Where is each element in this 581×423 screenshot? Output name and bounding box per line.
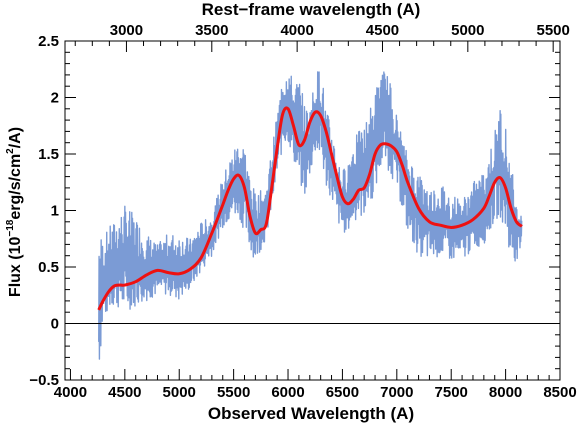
y-axis-label-exponent: −18 bbox=[5, 219, 16, 236]
y-axis-label: Flux (10−18erg/s/cm2/A) bbox=[5, 127, 24, 297]
labels-layer: 4000 4500 5000 5500 6000 6500 7000 7500 8000 8500… bbox=[29, 22, 576, 401]
top-tick-label: 3500 bbox=[195, 22, 228, 39]
x-tick-label: 6500 bbox=[326, 384, 359, 401]
y-tick-label: 2 bbox=[51, 90, 59, 107]
y-axis-label-part3: /A) bbox=[7, 127, 24, 148]
top-tick-label: 5500 bbox=[536, 22, 569, 39]
top-tick-label: 3000 bbox=[110, 22, 143, 39]
x-tick-label: 7000 bbox=[380, 384, 413, 401]
x-tick-label: 5500 bbox=[217, 384, 250, 401]
top-axis-label: Rest−frame wavelength (A) bbox=[202, 0, 421, 19]
y-tick-label: 2.5 bbox=[38, 33, 59, 50]
x-tick-label: 7500 bbox=[435, 384, 468, 401]
x-tick-label: 4500 bbox=[108, 384, 141, 401]
x-tick-label: 8500 bbox=[543, 384, 576, 401]
y-axis-label-part2: erg/s/cm bbox=[7, 154, 24, 220]
y-tick-label: 0.5 bbox=[38, 259, 59, 276]
y-tick-label: 1 bbox=[51, 203, 59, 220]
x-tick-label: 6000 bbox=[271, 384, 304, 401]
y-axis-label-exponent2: 2 bbox=[5, 148, 16, 154]
x-tick-label: 4000 bbox=[54, 384, 87, 401]
top-tick-label: 5000 bbox=[451, 22, 484, 39]
top-tick-label: 4500 bbox=[366, 22, 399, 39]
y-tick-label: −0.5 bbox=[29, 372, 59, 389]
model-fit-line bbox=[97, 106, 523, 311]
axes-layer bbox=[64, 40, 561, 381]
top-tick-label: 4000 bbox=[280, 22, 313, 39]
y-tick-label: 1.5 bbox=[38, 146, 59, 163]
y-axis-label-part1: Flux (10 bbox=[7, 237, 24, 298]
data-layer bbox=[65, 71, 560, 360]
spectrum-noise-line bbox=[98, 71, 523, 360]
x-axis-label: Observed Wavelength (A) bbox=[208, 404, 414, 423]
y-tick-label: 0 bbox=[51, 316, 59, 333]
x-tick-label: 5000 bbox=[163, 384, 196, 401]
x-tick-label: 8000 bbox=[489, 384, 522, 401]
